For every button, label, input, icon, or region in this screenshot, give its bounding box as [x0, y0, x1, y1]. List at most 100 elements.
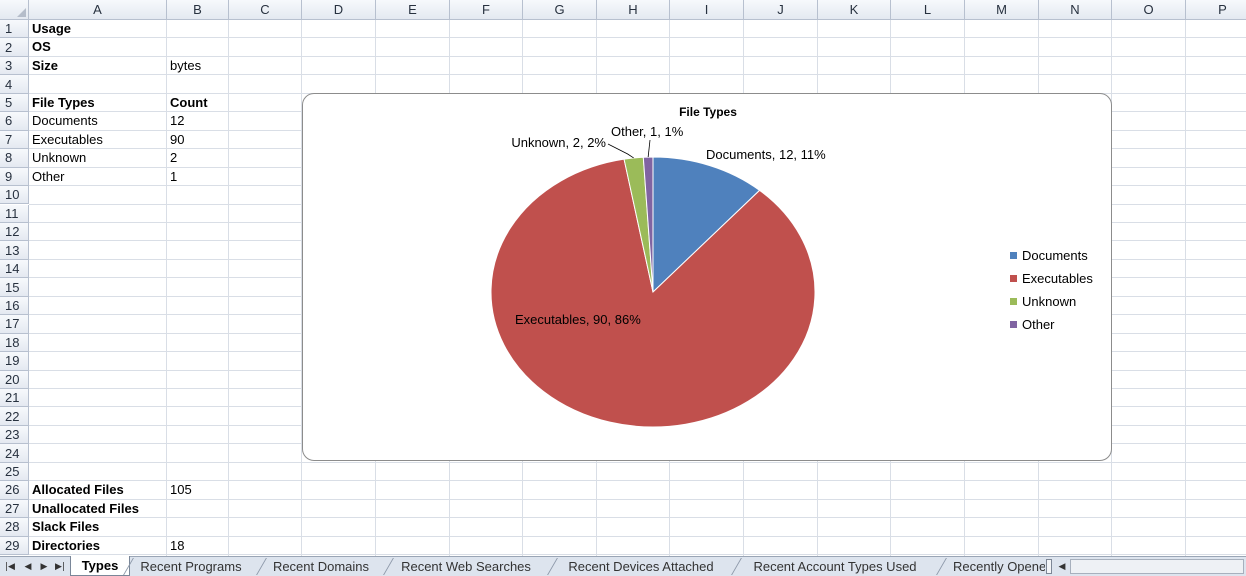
select-all-button[interactable]	[0, 0, 29, 20]
row-header-24[interactable]: 24	[0, 444, 29, 463]
column-header-d[interactable]: D	[302, 0, 376, 20]
cell-a2[interactable]: OS	[32, 39, 51, 55]
row-header-25[interactable]: 25	[0, 462, 29, 482]
legend-label-other[interactable]: Other	[1022, 317, 1055, 332]
last-sheet-icon[interactable]: ▶|	[55, 561, 65, 572]
tab-split-handle[interactable]	[1046, 559, 1052, 574]
legend-swatch-executables	[1010, 275, 1017, 282]
sheet-tab-1[interactable]: Types	[70, 556, 130, 576]
sheet-tab-bar: |◀ ◀ ▶ ▶| Types Recent Programs Recent Dom…	[0, 556, 1246, 576]
column-header-i[interactable]: I	[670, 0, 744, 20]
column-header-b[interactable]: B	[167, 0, 229, 20]
first-sheet-icon[interactable]: |◀	[5, 561, 15, 572]
column-header-m[interactable]: M	[965, 0, 1039, 20]
leader-line-other	[647, 139, 651, 158]
cell-a6[interactable]: Documents	[32, 113, 98, 129]
legend-swatch-unknown	[1010, 298, 1017, 305]
sheet-tab-5[interactable]: Recent Devices Attached	[568, 559, 714, 574]
cell-a5[interactable]: File Types	[32, 94, 95, 110]
legend-label-executables[interactable]: Executables	[1022, 271, 1093, 286]
column-header-o[interactable]: O	[1112, 0, 1186, 20]
row-header-21[interactable]: 21	[0, 389, 29, 408]
row-header-13[interactable]: 13	[0, 241, 29, 260]
row-header-10[interactable]: 10	[0, 186, 29, 205]
cell-a26[interactable]: Allocated Files	[32, 482, 124, 498]
row-header-15[interactable]: 15	[0, 278, 29, 297]
cell-b6[interactable]: 12	[170, 113, 185, 129]
cell-b8[interactable]: 2	[170, 150, 178, 166]
row-header-28[interactable]: 28	[0, 518, 29, 537]
cell-a8[interactable]: Unknown	[32, 150, 87, 166]
column-header-h[interactable]: H	[597, 0, 670, 20]
column-header-a[interactable]: A	[29, 0, 167, 20]
data-label-executables[interactable]: Executables, 90, 86%	[515, 312, 641, 327]
data-label-unknown[interactable]: Unknown, 2, 2%	[511, 135, 606, 150]
row-header-16[interactable]: 16	[0, 296, 29, 316]
cell-a28[interactable]: Slack Files	[32, 519, 100, 535]
cell-a7[interactable]: Executables	[32, 131, 103, 147]
cell-b7[interactable]: 90	[170, 131, 185, 147]
column-header-j[interactable]: J	[744, 0, 818, 20]
row-header-9[interactable]: 9	[0, 167, 29, 187]
column-header-f[interactable]: F	[450, 0, 523, 20]
column-header-g[interactable]: G	[523, 0, 597, 20]
cell-a1[interactable]: Usage	[32, 21, 72, 36]
column-header-n[interactable]: N	[1039, 0, 1112, 20]
cell-b26[interactable]: 105	[170, 482, 192, 498]
sheet-tab-6[interactable]: Recent Account Types Used	[753, 559, 917, 574]
leader-line-unknown	[607, 143, 634, 159]
cell-b3[interactable]: bytes	[170, 57, 202, 73]
row-header-19[interactable]: 19	[0, 352, 29, 371]
row-header-18[interactable]: 18	[0, 333, 29, 353]
row-header-17[interactable]: 17	[0, 315, 29, 334]
row-header-2[interactable]: 2	[0, 38, 29, 57]
row-header-12[interactable]: 12	[0, 222, 29, 242]
legend-label-unknown[interactable]: Unknown	[1022, 294, 1076, 309]
row-header-29[interactable]: 29	[0, 536, 29, 556]
cell-a27[interactable]: Unallocated Files	[32, 500, 139, 516]
row-header-26[interactable]: 26	[0, 481, 29, 500]
row-header-3[interactable]: 3	[0, 56, 29, 76]
row-header-27[interactable]: 27	[0, 499, 29, 519]
column-header-e[interactable]: E	[376, 0, 450, 20]
next-sheet-icon[interactable]: ▶	[40, 561, 48, 572]
cell-b9[interactable]: 1	[170, 168, 178, 184]
legend-label-documents[interactable]: Documents	[1022, 248, 1088, 263]
sheet-tab-7[interactable]: Recently Opene	[953, 559, 1045, 574]
column-header-c[interactable]: C	[229, 0, 302, 20]
pie-slice-documents[interactable]	[652, 156, 761, 294]
row-header-7[interactable]: 7	[0, 130, 29, 150]
column-header-p[interactable]: P	[1186, 0, 1246, 20]
column-header-l[interactable]: L	[891, 0, 965, 20]
chart-title: File Types	[679, 105, 737, 119]
row-header-1[interactable]: 1	[0, 20, 29, 39]
cell-b5[interactable]: Count	[170, 94, 208, 110]
pie-chart-svg: File Types Documents, 12, 11% Executables…	[490, 105, 1093, 428]
sheet-tab-2[interactable]: Recent Programs	[140, 559, 242, 574]
row-header-4[interactable]: 4	[0, 75, 29, 94]
data-label-other[interactable]: Other, 1, 1%	[611, 124, 684, 139]
row-header-6[interactable]: 6	[0, 112, 29, 131]
sheet-tab-3[interactable]: Recent Domains	[272, 559, 370, 574]
cell-a9[interactable]: Other	[32, 168, 65, 184]
sheet-tab-4[interactable]: Recent Web Searches	[401, 559, 531, 574]
column-header-k[interactable]: K	[818, 0, 891, 20]
pie-chart[interactable]: File Types Documents, 12, 11% Executables…	[302, 93, 1112, 461]
row-header-14[interactable]: 14	[0, 259, 29, 279]
row-header-11[interactable]: 11	[0, 204, 29, 223]
row-header-22[interactable]: 22	[0, 407, 29, 426]
row-header-5[interactable]: 5	[0, 93, 29, 113]
horizontal-scrollbar[interactable]	[1070, 559, 1244, 574]
row-header-8[interactable]: 8	[0, 149, 29, 168]
legend-swatch-other	[1010, 321, 1017, 328]
row-header-23[interactable]: 23	[0, 425, 29, 445]
data-label-documents[interactable]: Documents, 12, 11%	[706, 147, 826, 162]
cell-b29[interactable]: 18	[170, 537, 185, 553]
pie-slice-executables[interactable]	[490, 158, 816, 428]
cell-a3[interactable]: Size	[32, 57, 59, 73]
row-header-20[interactable]: 20	[0, 370, 29, 389]
scroll-left-icon[interactable]: ◀	[1058, 561, 1066, 572]
cell-a29[interactable]: Directories	[32, 537, 100, 553]
prev-sheet-icon[interactable]: ◀	[24, 561, 32, 572]
